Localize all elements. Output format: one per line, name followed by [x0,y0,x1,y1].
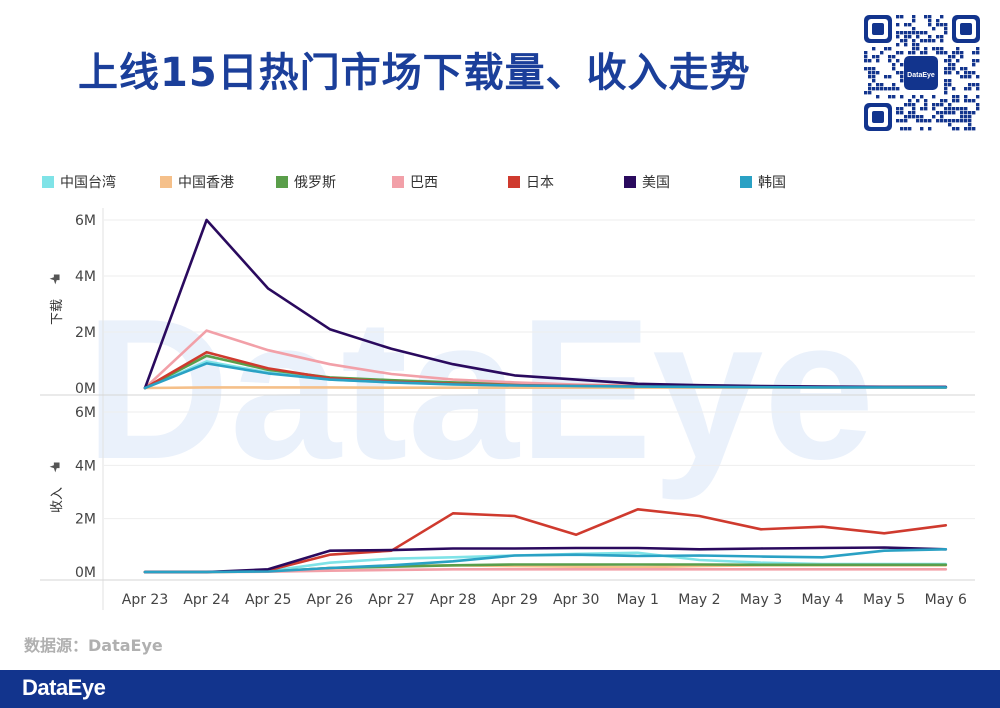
series-line [143,507,948,574]
legend-item[interactable]: 中国香港 [160,172,234,192]
y-tick-label: 0M [75,381,96,397]
legend-item[interactable]: 美国 [624,172,670,192]
legend-label: 日本 [526,175,554,191]
x-tick-label: May 6 [925,592,967,608]
pin-icon [49,462,60,473]
legend-label: 中国台湾 [60,175,116,191]
legend-label: 巴西 [410,175,438,191]
legend-item[interactable]: 中国台湾 [42,172,116,192]
x-tick-label: Apr 29 [491,592,537,608]
series-line [143,546,948,574]
legend-swatch [740,176,752,188]
chart-panel-revenue: 0M 2M 4M 6M 收入 [49,405,975,581]
x-tick-label: May 4 [801,592,843,608]
legend-swatch [508,176,520,188]
watermark: DataEye [85,278,874,501]
page-title: 上线15日热门市场下载量、收入走势 [78,50,751,96]
qr-pattern [864,15,980,131]
y-axis-label: 下载 [50,299,65,325]
chart-legend: 中国台湾 中国香港 俄罗斯 巴西 日本 美国 韩国 [0,172,1000,194]
x-tick-label: May 1 [617,592,659,608]
y-axis-label: 收入 [50,487,65,513]
footer-bar: DataEye [0,670,1000,708]
x-tick-label: Apr 24 [183,592,230,608]
legend-item[interactable]: 日本 [508,172,554,192]
x-tick-label: Apr 27 [368,592,414,608]
x-tick-label: May 5 [863,592,905,608]
legend-label: 美国 [642,175,670,191]
x-tick-label: Apr 26 [307,592,354,608]
series-line [143,362,948,390]
y-tick-label: 6M [75,213,96,229]
y-tick-label: 4M [75,269,96,285]
legend-label: 俄罗斯 [294,175,336,191]
y-tick-label: 6M [75,405,96,421]
legend-swatch [392,176,404,188]
legend-swatch [42,176,54,188]
footer-logo: DataEye [22,675,106,700]
x-tick-label: Apr 23 [122,592,168,608]
x-tick-label: May 3 [740,592,782,608]
chart-panel-downloads: 0M 2M 4M 6M 下载 [49,213,975,397]
legend-item[interactable]: 巴西 [392,172,438,192]
legend-item[interactable]: 俄罗斯 [276,172,336,192]
legend-item[interactable]: 韩国 [740,172,786,192]
y-tick-label: 0M [75,565,96,581]
y-tick-label: 4M [75,458,96,474]
legend-swatch [276,176,288,188]
pin-icon [49,274,60,285]
x-tick-label: Apr 30 [553,592,599,608]
x-tick-label: Apr 25 [245,592,291,608]
x-tick-label: Apr 28 [430,592,476,608]
series-line [143,547,948,574]
x-axis-ticks: Apr 23 Apr 24 Apr 25 Apr 26 Apr 27 Apr 28 Apr … [122,592,967,608]
y-tick-label: 2M [75,325,96,341]
y-tick-label: 2M [75,512,96,528]
legend-label: 韩国 [758,175,786,191]
legend-label: 中国香港 [178,175,234,191]
legend-swatch [160,176,172,188]
data-source: 数据源：DataEye [24,636,163,655]
qr-logo-text: DataEye [907,72,935,79]
legend-swatch [624,176,636,188]
qr-logo-badge [904,56,938,90]
qr-code: DataEye [864,15,980,131]
x-tick-label: May 2 [678,592,720,608]
